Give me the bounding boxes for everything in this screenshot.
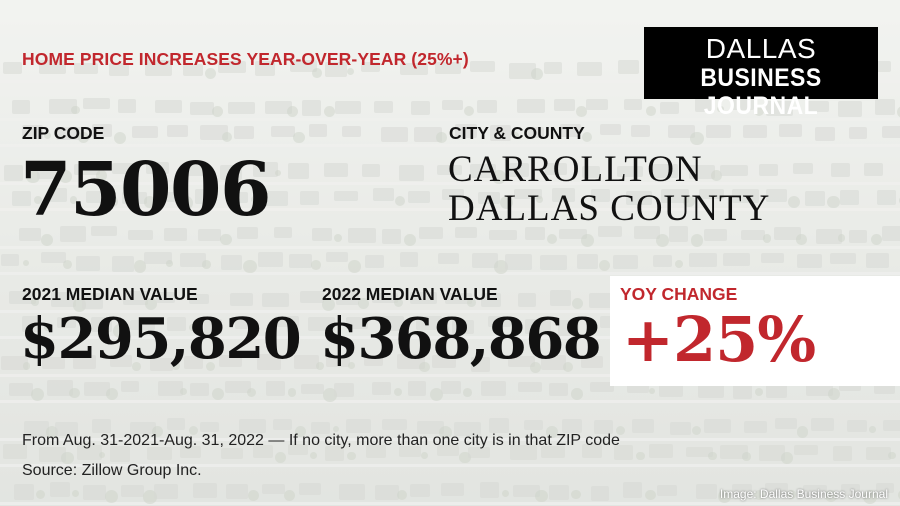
dbj-logo: DALLAS BUSINESS JOURNAL bbox=[644, 27, 878, 120]
city-county-label: CITY & COUNTY bbox=[449, 123, 585, 143]
headline: HOME PRICE INCREASES YEAR-OVER-YEAR (25%… bbox=[22, 49, 469, 69]
zip-code-value: 75006 bbox=[20, 147, 271, 233]
median-2022-label: 2022 MEDIAN VALUE bbox=[322, 284, 498, 304]
footnote: From Aug. 31-2021-Aug. 31, 2022 — If no … bbox=[22, 432, 620, 449]
median-2021-value: $295,820 bbox=[20, 306, 302, 372]
yoy-change-label: YOY CHANGE bbox=[620, 284, 738, 304]
yoy-change-box: YOY CHANGE +25% bbox=[610, 276, 900, 386]
county-name: DALLAS COUNTY bbox=[448, 188, 771, 229]
source-line: Source: Zillow Group Inc. bbox=[22, 462, 202, 479]
yoy-change-value: +25% bbox=[622, 303, 816, 376]
image-credit: Image: Dallas Business Journal bbox=[719, 487, 888, 501]
zip-code-label: ZIP CODE bbox=[22, 123, 105, 143]
median-2021-label: 2021 MEDIAN VALUE bbox=[22, 284, 198, 304]
city-name: CARROLLTON bbox=[448, 149, 703, 190]
logo-line-2: BUSINESS JOURNAL bbox=[700, 64, 822, 120]
logo-line-1: DALLAS bbox=[705, 33, 817, 64]
median-2022-value: $368,868 bbox=[320, 306, 602, 372]
